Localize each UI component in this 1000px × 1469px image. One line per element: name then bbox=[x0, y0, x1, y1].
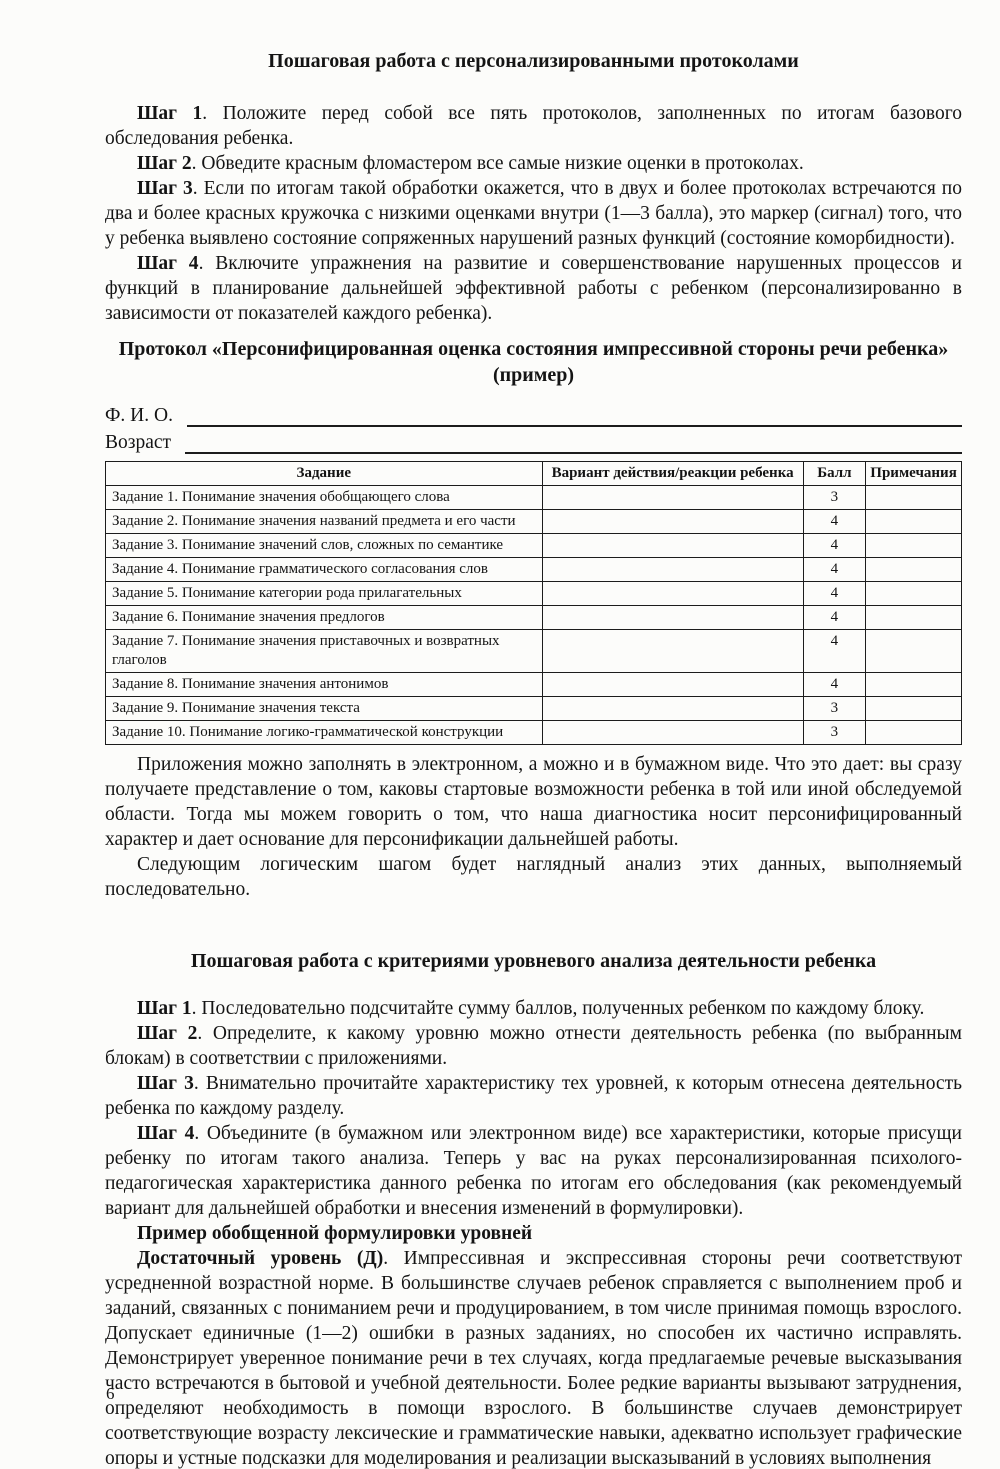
level-description-paragraph: Достаточный уровень (Д). Импрессивная и … bbox=[105, 1246, 962, 1469]
action-cell bbox=[541, 581, 804, 606]
step-label: Шаг 3 bbox=[137, 1073, 194, 1094]
table-row: Задание 7. Понимание значения приставочн… bbox=[105, 629, 962, 673]
column-header-score: Балл bbox=[802, 461, 867, 486]
step-label: Шаг 2 bbox=[137, 1023, 198, 1044]
name-field-label: Ф. И. О. bbox=[105, 405, 173, 426]
task-cell: Задание 6. Понимание значения предлогов bbox=[105, 605, 543, 630]
action-cell bbox=[541, 557, 804, 582]
note-cell bbox=[865, 696, 962, 721]
step-label: Шаг 1 bbox=[137, 103, 203, 124]
section1-step-4: Шаг 4. Включите упражнения на развитие и… bbox=[105, 251, 962, 326]
task-cell: Задание 9. Понимание значения текста bbox=[105, 696, 543, 721]
task-cell: Задание 3. Понимание значений слов, слож… bbox=[105, 533, 543, 558]
after-table-paragraph-1: Приложения можно заполнять в электронном… bbox=[105, 754, 962, 850]
protocol-title-line: Протокол «Персонифицированная оценка сос… bbox=[118, 338, 949, 360]
section1-step-3: Шаг 3. Если по итогам такой обработки ок… bbox=[105, 176, 962, 251]
note-cell bbox=[865, 533, 962, 558]
action-cell bbox=[541, 509, 804, 534]
score-cell: 4 bbox=[802, 509, 867, 534]
step-text: . Включите упражнения на развитие и сове… bbox=[105, 253, 962, 324]
action-cell bbox=[541, 696, 804, 721]
section2-step-1: Шаг 1. Последовательно подсчитайте сумму… bbox=[105, 996, 962, 1021]
table-header-row: Задание Вариант действия/реакции ребенка… bbox=[105, 461, 962, 486]
section2-step-2: Шаг 2. Определите, к какому уровню можно… bbox=[105, 1021, 962, 1071]
step-text: . Внимательно прочитайте характеристику … bbox=[105, 1073, 962, 1119]
note-cell bbox=[865, 629, 962, 673]
protocol-subtitle: (пример) bbox=[492, 364, 575, 386]
table-row: Задание 4. Понимание грамматического сог… bbox=[105, 557, 962, 582]
column-header-note: Примечания bbox=[865, 461, 962, 486]
note-cell bbox=[865, 672, 962, 697]
step-label: Шаг 1 bbox=[137, 998, 192, 1019]
score-cell: 4 bbox=[802, 581, 867, 606]
step-text: . Объедините (в бумажном или электронном… bbox=[105, 1123, 962, 1219]
action-cell bbox=[541, 629, 804, 673]
task-cell: Задание 10. Понимание логико-грамматичес… bbox=[105, 720, 543, 745]
level-text: . Импрессивная и экспрессивная стороны р… bbox=[105, 1248, 962, 1469]
step-text: . Обведите красным фломастером все самые… bbox=[191, 153, 804, 174]
score-cell: 4 bbox=[802, 672, 867, 697]
step-text: . Положите перед собой все пять протокол… bbox=[105, 103, 962, 149]
section1-title: Пошаговая работа с персонализированными … bbox=[268, 50, 799, 72]
score-cell: 4 bbox=[802, 629, 867, 673]
note-cell bbox=[865, 605, 962, 630]
step-label: Шаг 4 bbox=[137, 1123, 195, 1144]
example-heading: Пример обобщенной формулировки уровней bbox=[137, 1223, 533, 1244]
action-cell bbox=[541, 485, 804, 510]
section2-title: Пошаговая работа с критериями уровневого… bbox=[190, 950, 877, 972]
task-cell: Задание 2. Понимание значения названий п… bbox=[105, 509, 543, 534]
protocol-table: Задание Вариант действия/реакции ребенка… bbox=[105, 461, 962, 745]
note-cell bbox=[865, 557, 962, 582]
score-cell: 3 bbox=[802, 485, 867, 510]
note-cell bbox=[865, 581, 962, 606]
task-cell: Задание 4. Понимание грамматического сог… bbox=[105, 557, 543, 582]
score-cell: 4 bbox=[802, 557, 867, 582]
task-cell: Задание 5. Понимание категории рода прил… bbox=[105, 581, 543, 606]
score-cell: 3 bbox=[802, 720, 867, 745]
note-cell bbox=[865, 720, 962, 745]
name-field-blank-line bbox=[186, 405, 962, 427]
step-label: Шаг 4 bbox=[137, 253, 199, 274]
table-row: Задание 6. Понимание значения предлогов … bbox=[105, 605, 962, 630]
action-cell bbox=[541, 672, 804, 697]
step-text: . Последовательно подсчитайте сумму балл… bbox=[191, 998, 925, 1019]
note-cell bbox=[865, 485, 962, 510]
section2-step-3: Шаг 3. Внимательно прочитайте характерис… bbox=[105, 1071, 962, 1121]
score-cell: 4 bbox=[802, 533, 867, 558]
task-cell: Задание 8. Понимание значения антонимов bbox=[105, 672, 543, 697]
column-header-task: Задание bbox=[105, 461, 543, 486]
table-row: Задание 8. Понимание значения антонимов … bbox=[105, 672, 962, 697]
score-cell: 3 bbox=[802, 696, 867, 721]
name-field-row: Ф. И. О. bbox=[105, 400, 962, 427]
section1-step-2: Шаг 2. Обведите красным фломастером все … bbox=[105, 151, 962, 176]
table-row: Задание 5. Понимание категории рода прил… bbox=[105, 581, 962, 606]
task-cell: Задание 7. Понимание значения приставочн… bbox=[105, 629, 543, 673]
table-row: Задание 3. Понимание значений слов, слож… bbox=[105, 533, 962, 558]
table-row: Задание 2. Понимание значения названий п… bbox=[105, 509, 962, 534]
task-cell: Задание 1. Понимание значения обобщающег… bbox=[105, 485, 543, 510]
action-cell bbox=[541, 720, 804, 745]
action-cell bbox=[541, 533, 804, 558]
protocol-title: Протокол «Персонифицированная оценка сос… bbox=[105, 336, 962, 388]
step-label: Шаг 2 bbox=[137, 153, 192, 174]
note-cell bbox=[865, 509, 962, 534]
section1-step-1: Шаг 1. Положите перед собой все пять про… bbox=[105, 101, 962, 151]
table-row: Задание 1. Понимание значения обобщающег… bbox=[105, 485, 962, 510]
age-field-label: Возраст bbox=[105, 432, 172, 453]
section2-step-4: Шаг 4. Объедините (в бумажном или электр… bbox=[105, 1121, 962, 1221]
page-number: 6 bbox=[106, 1384, 115, 1403]
action-cell bbox=[541, 605, 804, 630]
column-header-action: Вариант действия/реакции ребенка bbox=[541, 461, 804, 486]
after-table-paragraph-2: Следующим логическим шагом будет наглядн… bbox=[105, 854, 962, 900]
step-label: Шаг 3 bbox=[137, 178, 193, 199]
age-field-blank-line bbox=[185, 432, 962, 454]
step-text: . Определите, к какому уровню можно отне… bbox=[105, 1023, 962, 1069]
score-cell: 4 bbox=[802, 605, 867, 630]
table-row: Задание 10. Понимание логико-грамматичес… bbox=[105, 720, 962, 745]
level-label: Достаточный уровень (Д) bbox=[137, 1248, 384, 1269]
step-text: . Если по итогам такой обработки окажетс… bbox=[105, 178, 962, 249]
age-field-row: Возраст bbox=[105, 427, 962, 454]
table-row: Задание 9. Понимание значения текста 3 bbox=[105, 696, 962, 721]
